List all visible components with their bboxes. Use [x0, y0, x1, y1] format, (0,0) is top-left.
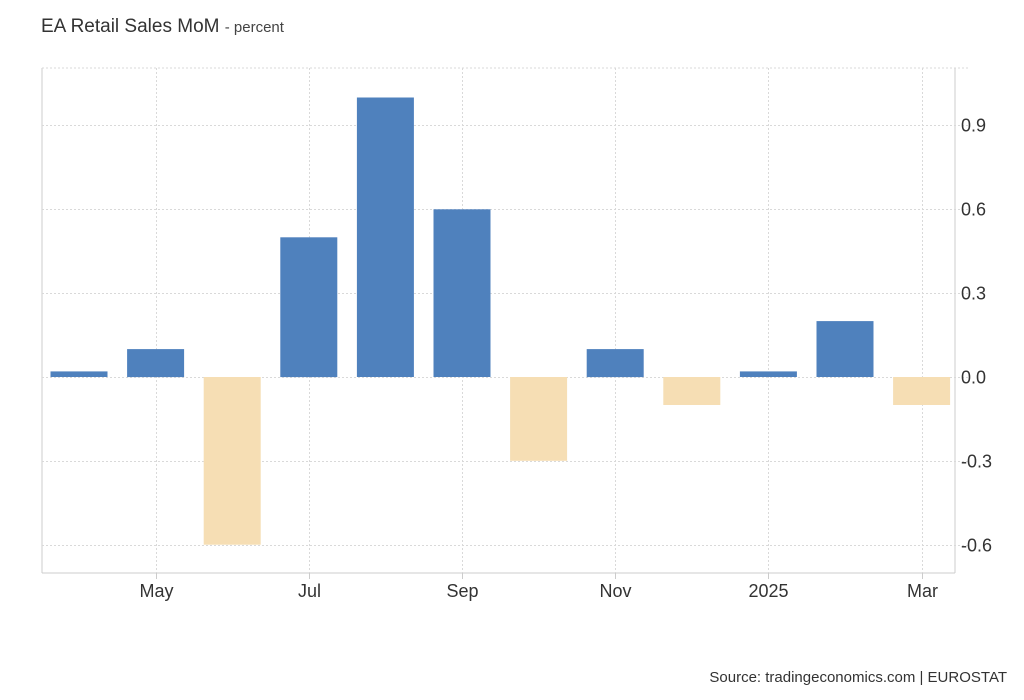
bar-2024-04 [51, 371, 108, 377]
bar-2024-07 [280, 237, 337, 377]
x-tick-label: May [139, 581, 173, 601]
x-tick-label: Sep [446, 581, 478, 601]
source-credit: Source: tradingeconomics.com | EUROSTAT [709, 669, 1007, 686]
bar-2024-09 [434, 209, 491, 377]
y-tick-label: 0.3 [961, 284, 986, 304]
x-tick-label: 2025 [748, 581, 788, 601]
y-tick-label: -0.3 [961, 452, 992, 472]
y-tick-label: 0.0 [961, 368, 986, 388]
y-tick-label: 0.6 [961, 200, 986, 220]
y-tick-label: -0.6 [961, 536, 992, 556]
x-tick-label: Mar [907, 581, 938, 601]
chart-container: EA Retail Sales MoM - percent 0.9 0.6 0.3 0… [0, 0, 1024, 700]
x-tick-label: Jul [298, 581, 321, 601]
bar-2025-02 [817, 321, 874, 377]
bar-2024-11 [587, 349, 644, 377]
bar-2024-05 [127, 349, 184, 377]
x-tick-label: Nov [599, 581, 631, 601]
bar-2025-01 [740, 371, 797, 377]
bar-2024-12 [663, 377, 720, 405]
y-tick-label: 0.9 [961, 116, 986, 136]
bar-2024-10 [510, 377, 567, 461]
bar-2024-06 [204, 377, 261, 545]
bar-2024-08 [357, 98, 414, 378]
bar-2025-03 [893, 377, 950, 405]
bar-chart: 0.9 0.6 0.3 0.0 -0.3 -0.6 May Jul Sep Nov 2025 Mar [0, 0, 1024, 700]
